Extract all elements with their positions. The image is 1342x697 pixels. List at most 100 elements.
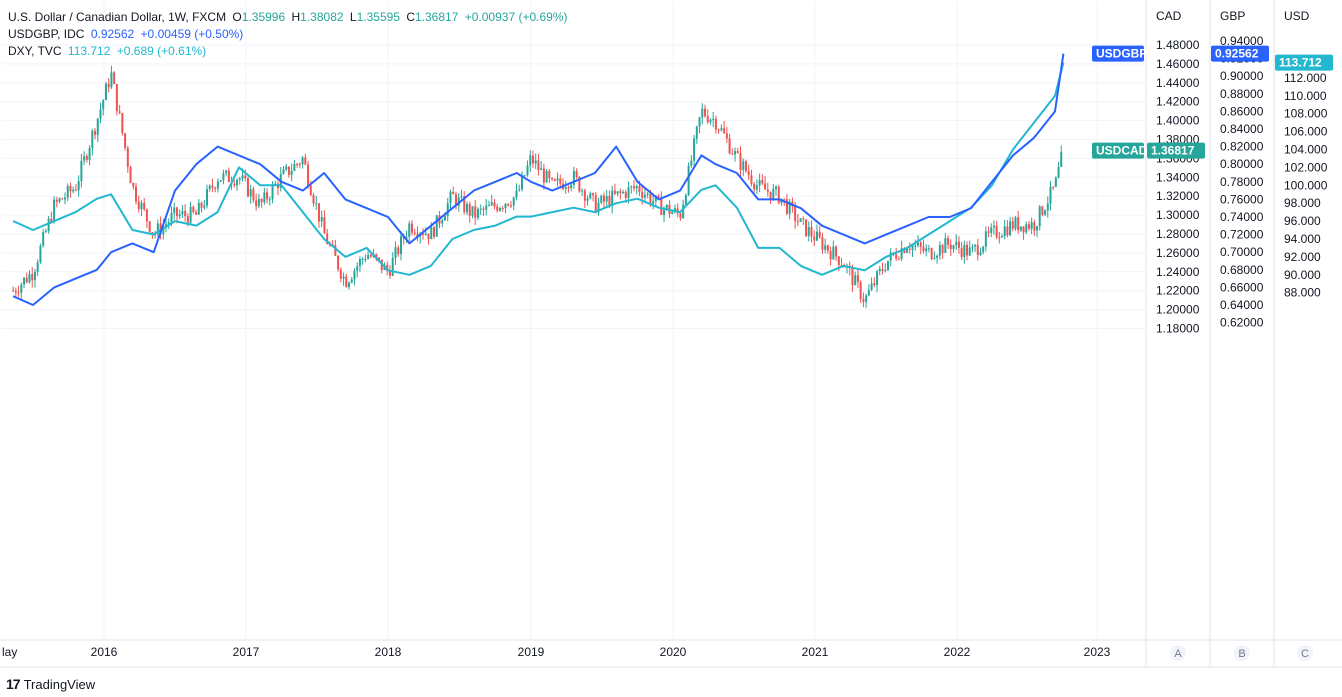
usdcad-candle-body <box>930 248 933 259</box>
usdcad-candle-body <box>126 147 129 167</box>
usdcad-candle-body <box>145 209 148 222</box>
legend-main-row[interactable]: U.S. Dollar / Canadian Dollar, 1W, FXCM … <box>8 9 570 26</box>
usdcad-candle-body <box>249 189 252 197</box>
gbp-tick-label: 0.84000 <box>1220 122 1264 136</box>
usdcad-candle-body <box>364 258 367 260</box>
usdcad-candle-body <box>31 274 34 281</box>
cad-tick-label: 1.28000 <box>1156 227 1200 241</box>
usdcad-candle-body <box>947 238 950 245</box>
usdgbp-name-tag-bg <box>1092 45 1144 62</box>
usdcad-candle-body <box>309 185 312 196</box>
usdcad-candle-body <box>416 233 419 237</box>
usdcad-candle-body <box>1009 221 1012 236</box>
legend-main-title: U.S. Dollar / Canadian Dollar, 1W, FXCM <box>8 10 227 24</box>
usdcad-candle-body <box>777 186 780 204</box>
axis-button-a[interactable]: A <box>1170 645 1186 661</box>
usdcad-candle-body <box>266 192 269 200</box>
usdcad-candle-body <box>293 163 296 171</box>
axis-button-a-label: A <box>1174 648 1182 660</box>
overlay-lines <box>12 53 1065 306</box>
usdcad-candle-body <box>709 119 712 123</box>
usdcad-candle-body <box>255 200 258 207</box>
usd-tick-label: 100.000 <box>1284 178 1328 192</box>
usdcad-candle-body <box>742 161 745 170</box>
usdcad-candle-body <box>104 83 107 101</box>
usdcad-candle-body <box>334 245 337 256</box>
usdcad-candle-body <box>252 189 255 201</box>
usdcad-candle-body <box>995 225 998 238</box>
legend-high-value: 1.38082 <box>300 10 344 24</box>
usdcad-candle-body <box>906 248 909 253</box>
usdcad-candle-body <box>679 213 682 219</box>
usdcad-candle-body <box>356 266 359 271</box>
usdcad-candle-body <box>66 185 69 198</box>
usdcad-candle-body <box>241 175 244 179</box>
usdcad-candle-body <box>178 214 181 217</box>
usdcad-candle-body <box>94 130 97 135</box>
cad-tick-label: 1.18000 <box>1156 322 1200 336</box>
legend-open-value: 1.35996 <box>241 10 286 24</box>
tradingview-logo-icon: 17 <box>6 676 21 692</box>
legend-usdgbp-title: USDGBP, IDC <box>8 27 85 41</box>
usdcad-candle-body <box>244 175 247 179</box>
usdcad-candle-body <box>903 248 906 253</box>
usdcad-candle-body <box>353 270 356 280</box>
usdcad-candle-body <box>941 245 944 253</box>
usdcad-candle-body <box>216 181 219 189</box>
usdcad-candle-body <box>957 241 960 248</box>
usdcad-candle-body <box>107 83 110 88</box>
usdcad-candles <box>12 65 1063 308</box>
usdcad-candle-body <box>246 178 249 197</box>
usdcad-candle-body <box>575 170 578 177</box>
legend-dxy-row[interactable]: DXY, TVC 113.712 +0.689 (+0.61%) <box>8 43 570 60</box>
usdcad-candle-body <box>96 118 99 135</box>
usdcad-candle-body <box>862 299 865 302</box>
axis-button-a-bg <box>1170 645 1186 661</box>
usdcad-candle-body <box>435 215 438 237</box>
usdcad-candle-body <box>77 181 80 191</box>
cad-tick-label: 1.24000 <box>1156 265 1200 279</box>
usdcad-candle-body <box>1060 151 1063 167</box>
usdcad-candle-body <box>914 245 917 247</box>
usdcad-candle-body <box>1027 224 1030 229</box>
usdcad-candle-body <box>589 193 592 199</box>
x-tick-label: 2020 <box>660 645 687 659</box>
usdcad-candle-body <box>772 188 775 200</box>
usdcad-candle-body <box>992 225 995 228</box>
usdcad-candle-body <box>963 244 966 257</box>
usdcad-candle-body <box>690 160 693 166</box>
usdcad-candle-body <box>572 170 575 185</box>
usdcad-candle-body <box>323 217 326 234</box>
usdcad-candle-body <box>788 201 791 214</box>
usdcad-candle-body <box>794 206 797 222</box>
usdcad-candle-body <box>1006 226 1009 236</box>
usdcad-candle-body <box>613 190 616 194</box>
usd-tick-label: 106.000 <box>1284 125 1328 139</box>
axis-button-b[interactable]: B <box>1234 645 1250 661</box>
legend-usdgbp-row[interactable]: USDGBP, IDC 0.92562 +0.00459 (+0.50%) <box>8 26 570 43</box>
usdcad-candle-body <box>695 126 698 139</box>
legend-low-label: L <box>349 10 357 24</box>
usdcad-candle-body <box>129 166 132 184</box>
usdcad-candle-body <box>796 221 799 223</box>
dxy-line <box>12 62 1065 276</box>
usdcad-candle-body <box>99 109 102 119</box>
usdcad-candle-body <box>124 133 127 148</box>
usdcad-candle-body <box>747 171 750 176</box>
usdcad-candle-body <box>701 108 704 118</box>
gbp-tick-label: 0.74000 <box>1220 210 1264 224</box>
usdcad-candle-body <box>976 245 979 256</box>
usdcad-candle-body <box>706 116 709 123</box>
gbp-tick-label: 0.70000 <box>1220 245 1264 259</box>
usdcad-candle-body <box>443 216 446 221</box>
usdcad-candle-body <box>851 268 854 286</box>
usdcad-candle-body <box>58 198 61 202</box>
usdcad-candle-body <box>805 219 808 236</box>
axis-button-c[interactable]: C <box>1297 645 1313 661</box>
usdcad-candle-body <box>682 204 685 219</box>
gbp-tick-label: 0.86000 <box>1220 104 1264 118</box>
gbp-tick-label: 0.80000 <box>1220 157 1264 171</box>
usdcad-candle-body <box>829 250 832 260</box>
tradingview-footer[interactable]: 17 TradingView <box>6 676 95 692</box>
